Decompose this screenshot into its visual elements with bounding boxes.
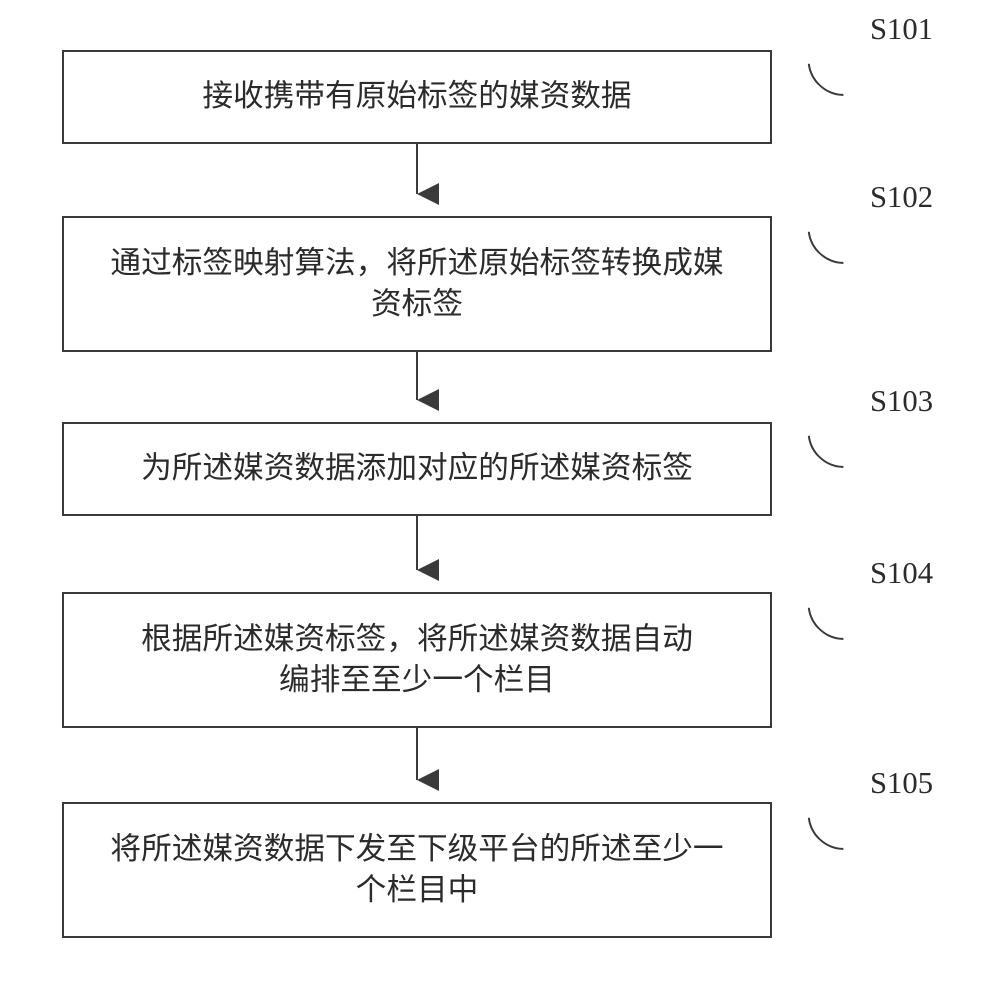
step-label-s101: S101 [870, 12, 933, 47]
step-label-s103: S103 [870, 384, 933, 419]
step-label-s104: S104 [870, 556, 933, 591]
flow-node-s105: 将所述媒资数据下发至下级平台的所述至少一 个栏目中 [62, 802, 772, 938]
flow-node-s104: 根据所述媒资标签，将所述媒资数据自动 编排至至少一个栏目 [62, 592, 772, 728]
flow-node-text: 为所述媒资数据添加对应的所述媒资标签 [141, 448, 693, 489]
flow-node-s103: 为所述媒资数据添加对应的所述媒资标签 [62, 422, 772, 516]
flow-node-text: 接收携带有原始标签的媒资数据 [202, 76, 631, 117]
step-label-s105: S105 [870, 766, 933, 801]
flow-node-s101: 接收携带有原始标签的媒资数据 [62, 50, 772, 144]
flow-node-text: 通过标签映射算法，将所述原始标签转换成媒 资标签 [110, 243, 723, 326]
flowchart-canvas: 接收携带有原始标签的媒资数据通过标签映射算法，将所述原始标签转换成媒 资标签为所… [0, 0, 1000, 999]
flow-node-s102: 通过标签映射算法，将所述原始标签转换成媒 资标签 [62, 216, 772, 352]
flow-node-text: 根据所述媒资标签，将所述媒资数据自动 编排至至少一个栏目 [141, 619, 693, 702]
flow-node-text: 将所述媒资数据下发至下级平台的所述至少一 个栏目中 [110, 829, 723, 912]
step-label-s102: S102 [870, 180, 933, 215]
